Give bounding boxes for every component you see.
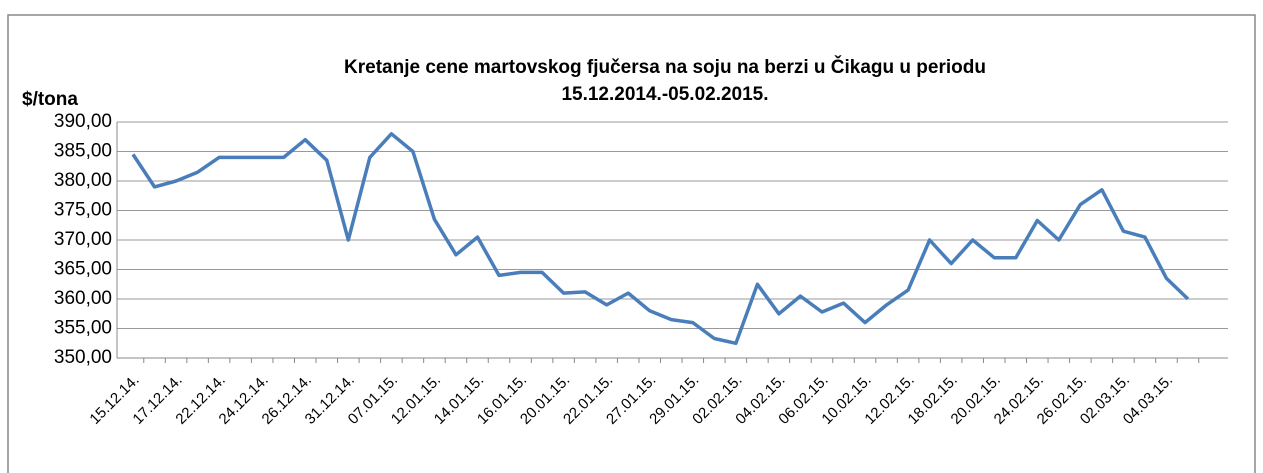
chart-frame xyxy=(7,14,1256,473)
y-tick-label: 385,00 xyxy=(54,141,112,162)
chart-title: 15.12.2014.-05.02.2015. xyxy=(561,84,768,105)
y-tick-label: 390,00 xyxy=(54,111,112,132)
y-tick-label: 380,00 xyxy=(54,170,112,191)
y-axis-label: $/tona xyxy=(22,89,78,110)
y-tick-label: 370,00 xyxy=(54,229,112,250)
y-tick-label: 375,00 xyxy=(54,200,112,221)
chart-title: Kretanje cene martovskog fjučersa na soj… xyxy=(344,56,986,78)
y-tick-label: 355,00 xyxy=(54,318,112,339)
y-tick-label: 360,00 xyxy=(54,288,112,309)
data-line xyxy=(131,132,1190,346)
y-tick-label: 365,00 xyxy=(54,259,112,280)
y-tick-label: 350,00 xyxy=(54,347,112,368)
